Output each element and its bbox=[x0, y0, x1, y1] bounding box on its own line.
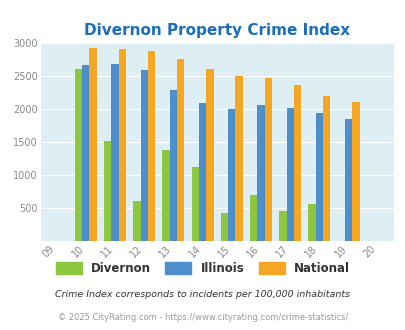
Bar bbox=[235, 76, 242, 241]
Bar bbox=[308, 204, 315, 241]
Bar bbox=[169, 90, 177, 241]
Bar bbox=[89, 48, 96, 241]
Bar bbox=[104, 141, 111, 241]
Bar bbox=[264, 78, 271, 241]
Bar bbox=[191, 167, 198, 241]
Bar bbox=[75, 69, 82, 241]
Bar bbox=[322, 96, 330, 241]
Bar bbox=[220, 213, 228, 241]
Bar bbox=[140, 70, 147, 241]
Bar bbox=[293, 85, 301, 241]
Bar bbox=[206, 69, 213, 241]
Bar bbox=[111, 64, 118, 241]
Legend: Divernon, Illinois, National: Divernon, Illinois, National bbox=[52, 258, 353, 279]
Bar bbox=[147, 51, 155, 241]
Bar bbox=[315, 113, 322, 241]
Bar bbox=[162, 150, 169, 241]
Bar bbox=[249, 195, 257, 241]
Bar bbox=[257, 105, 264, 241]
Title: Divernon Property Crime Index: Divernon Property Crime Index bbox=[84, 22, 350, 38]
Bar bbox=[198, 103, 206, 241]
Bar bbox=[118, 50, 126, 241]
Bar bbox=[279, 211, 286, 241]
Bar bbox=[177, 59, 184, 241]
Bar bbox=[286, 108, 293, 241]
Bar bbox=[228, 109, 235, 241]
Bar bbox=[352, 102, 359, 241]
Text: © 2025 CityRating.com - https://www.cityrating.com/crime-statistics/: © 2025 CityRating.com - https://www.city… bbox=[58, 313, 347, 322]
Bar bbox=[344, 119, 352, 241]
Bar bbox=[82, 65, 89, 241]
Bar bbox=[133, 201, 140, 241]
Text: Crime Index corresponds to incidents per 100,000 inhabitants: Crime Index corresponds to incidents per… bbox=[55, 290, 350, 299]
